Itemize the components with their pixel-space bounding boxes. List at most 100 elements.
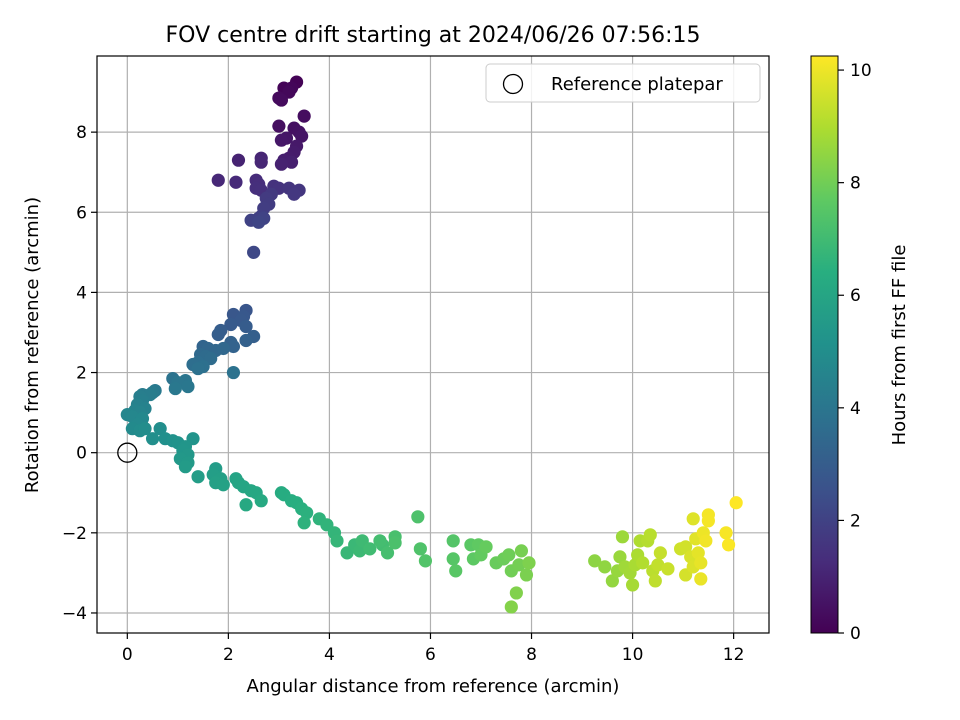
data-point <box>418 554 433 568</box>
data-point <box>181 379 195 394</box>
data-point <box>651 558 665 572</box>
y-tick-label: −4 <box>62 604 87 624</box>
data-point <box>297 516 311 530</box>
x-tick-label: 4 <box>324 645 335 665</box>
data-points <box>120 75 743 614</box>
data-point <box>729 496 743 510</box>
data-point <box>679 540 693 554</box>
data-point <box>446 552 460 566</box>
data-point <box>446 534 460 548</box>
data-point <box>229 175 243 189</box>
x-axis-ticks: 0 2 4 6 8 10 12 <box>122 633 745 665</box>
data-point <box>216 478 230 492</box>
data-point <box>449 564 463 578</box>
data-point <box>694 572 708 586</box>
data-point <box>661 562 675 576</box>
x-tick-label: 8 <box>526 645 537 665</box>
y-tick-label: 6 <box>76 203 87 223</box>
data-point <box>274 133 289 147</box>
data-point <box>216 341 230 356</box>
data-point <box>519 568 534 582</box>
data-point <box>191 470 205 484</box>
colorbar-tick-label: 2 <box>850 511 861 531</box>
data-point <box>388 536 402 550</box>
data-point <box>178 460 193 474</box>
x-tick-label: 6 <box>425 645 436 665</box>
data-point <box>224 317 238 332</box>
colorbar-tick-label: 10 <box>850 61 872 81</box>
data-point <box>380 546 395 560</box>
data-point <box>648 574 662 588</box>
data-point <box>297 109 311 123</box>
data-point <box>226 365 241 380</box>
data-point <box>239 333 253 348</box>
data-point <box>691 546 705 560</box>
data-point <box>522 556 536 570</box>
data-point <box>613 550 627 564</box>
data-point <box>363 542 377 556</box>
data-point <box>413 542 427 556</box>
data-point <box>694 556 708 570</box>
data-point <box>231 153 246 167</box>
y-tick-label: 2 <box>76 364 87 384</box>
data-point <box>330 534 344 548</box>
y-tick-label: 0 <box>76 444 87 464</box>
data-point <box>411 510 425 524</box>
data-point <box>514 544 529 558</box>
y-axis-ticks: −4 −2 0 2 4 6 8 <box>62 123 97 624</box>
data-point <box>643 528 657 542</box>
data-point <box>168 381 182 396</box>
data-point <box>615 530 630 544</box>
data-point <box>719 526 733 540</box>
legend-box <box>485 63 761 103</box>
data-point <box>588 554 602 568</box>
data-point <box>509 586 523 600</box>
data-point <box>721 538 736 552</box>
y-tick-label: −2 <box>62 524 87 544</box>
data-point <box>300 506 314 520</box>
data-point <box>625 578 640 592</box>
data-point <box>274 93 289 107</box>
data-point <box>191 361 205 376</box>
chart-title: FOV centre drift starting at 2024/06/26 … <box>166 23 701 48</box>
x-tick-label: 10 <box>622 645 644 665</box>
data-point <box>504 600 518 614</box>
data-point <box>254 494 268 508</box>
data-point <box>274 157 289 171</box>
colorbar-tick-label: 8 <box>850 174 861 194</box>
y-axis-label: Rotation from reference (arcmin) <box>22 197 43 493</box>
data-point <box>653 546 667 560</box>
colorbar-tick-label: 6 <box>850 286 861 306</box>
data-point <box>287 187 301 201</box>
data-point <box>239 319 253 334</box>
data-point <box>153 422 167 436</box>
data-point <box>247 245 261 259</box>
x-axis-label: Angular distance from reference (arcmin) <box>247 676 620 697</box>
colorbar-gradient <box>810 55 839 634</box>
data-point <box>252 215 266 229</box>
data-point <box>686 512 700 526</box>
data-point <box>605 574 619 588</box>
data-point <box>138 422 152 436</box>
legend-entry: Reference platepar <box>551 74 723 95</box>
data-point <box>502 548 516 562</box>
data-point <box>211 173 225 187</box>
data-point <box>211 327 225 342</box>
x-tick-label: 12 <box>723 645 745 665</box>
legend: Reference platepar <box>485 63 761 103</box>
data-point <box>284 155 299 169</box>
colorbar-tick-label: 0 <box>850 624 861 644</box>
y-tick-label: 4 <box>76 283 87 303</box>
plot-frame <box>96 55 770 634</box>
grid <box>97 56 769 633</box>
data-point <box>699 534 713 548</box>
data-point <box>636 556 650 570</box>
x-tick-label: 2 <box>223 645 234 665</box>
data-point <box>254 155 268 169</box>
data-point <box>479 540 493 554</box>
x-tick-label: 0 <box>122 645 133 665</box>
data-point <box>295 129 309 143</box>
data-point <box>353 544 367 558</box>
data-point <box>239 498 253 512</box>
